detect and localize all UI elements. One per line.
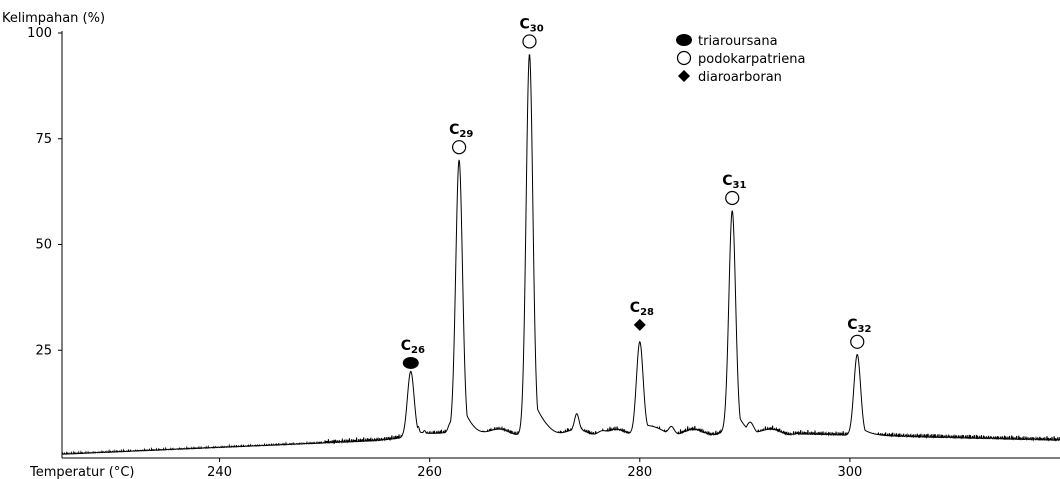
y-tick-label: 75: [35, 132, 52, 147]
peak-markers: C26 C29 C30 C28 C31 C32: [401, 16, 871, 369]
peak-label: C28: [630, 300, 654, 318]
x-tick-label: 240: [207, 465, 232, 479]
peak-label-subscript: 32: [858, 324, 872, 335]
legend: triaroursana podokarpatriena diaroarboran: [676, 34, 806, 85]
peak-label: C31: [722, 173, 746, 191]
peak-marker: [633, 318, 646, 331]
x-tick-label: 300: [837, 465, 862, 479]
legend-label: triaroursana: [698, 34, 778, 49]
x-tick-label: 260: [417, 465, 442, 479]
x-axis-title: Temperatur (°C): [29, 465, 135, 479]
peak-marker: [850, 334, 865, 349]
chart-axes: 25 50 75 100 240 260 280 300 Kelimpahan (%) Tempe…: [2, 11, 1060, 479]
y-tick-label: 25: [35, 343, 52, 358]
y-axis-title: Kelimpahan (%): [2, 11, 105, 26]
peak-marker: [451, 140, 467, 155]
legend-label: diaroarboran: [698, 70, 782, 85]
peak-label-subscript: 28: [640, 307, 654, 318]
peak-marker: [402, 356, 419, 369]
peak-marker: [725, 190, 740, 206]
legend-marker: [676, 34, 692, 46]
trace-line: [61, 54, 1060, 455]
y-tick-label: 50: [35, 238, 52, 253]
y-tick-label: 100: [27, 26, 52, 41]
peak-label-subscript: 31: [733, 180, 747, 191]
peak-label: C29: [449, 122, 473, 140]
peak-label: C30: [519, 16, 543, 34]
legend-label: podokarpatriena: [698, 52, 806, 67]
legend-marker: [678, 70, 690, 82]
peak-marker: [522, 34, 537, 49]
legend-marker: [676, 50, 692, 66]
x-tick-label: 280: [627, 465, 652, 479]
peak-label-subscript: 29: [459, 129, 473, 140]
peak-label-subscript: 30: [530, 23, 544, 34]
peak-label: C26: [401, 338, 425, 356]
peak-label-subscript: 26: [411, 345, 425, 356]
chromatogram-trace: [61, 54, 1060, 455]
peak-label: C32: [847, 317, 871, 335]
